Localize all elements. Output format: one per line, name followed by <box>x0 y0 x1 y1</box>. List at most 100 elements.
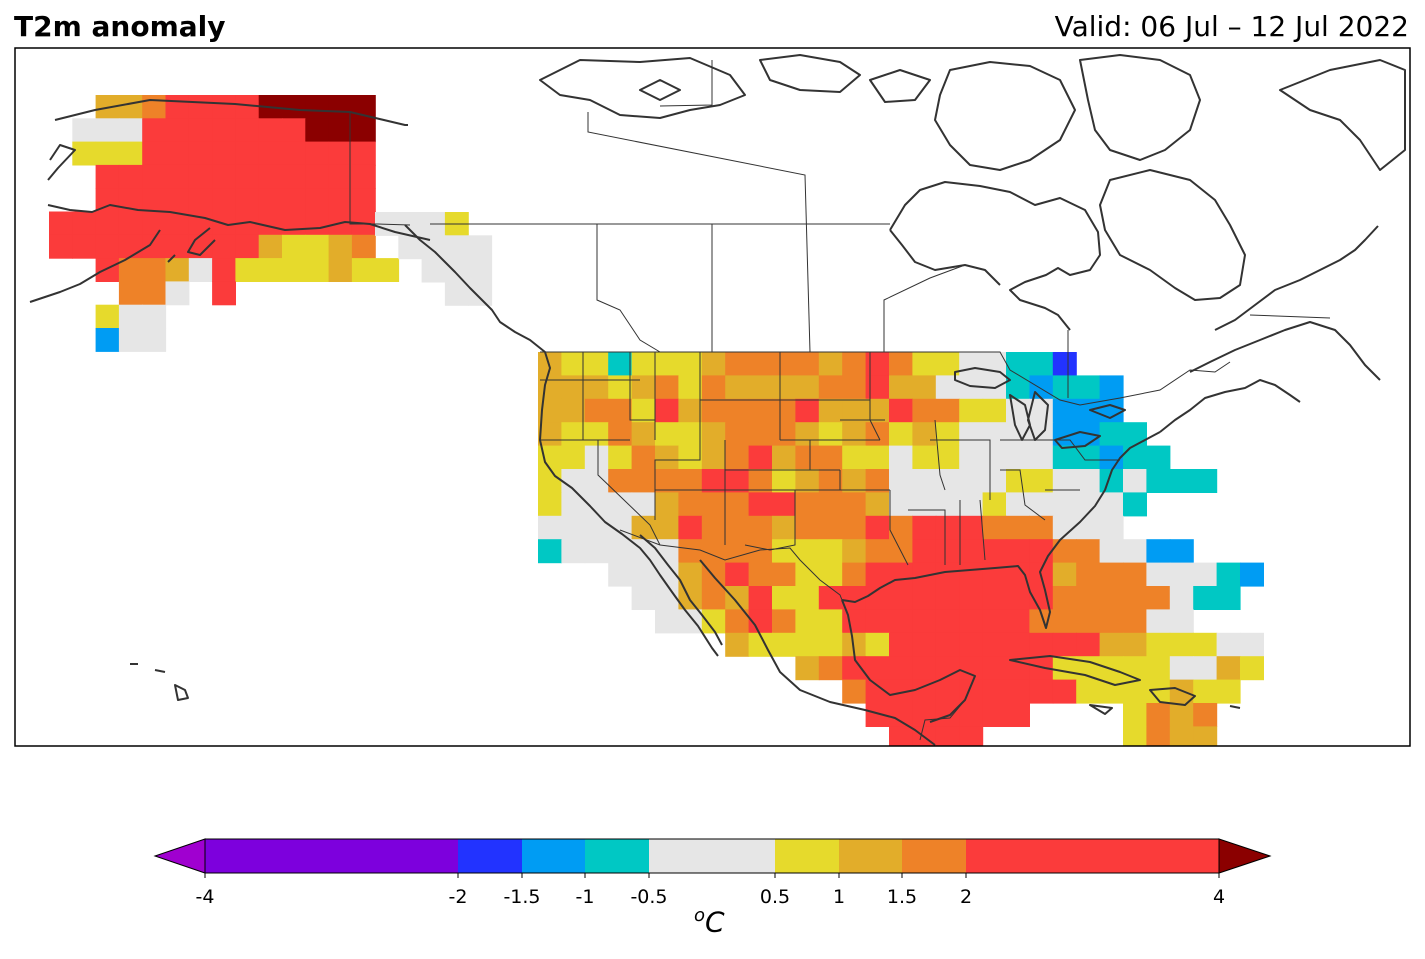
anomaly-cell <box>818 375 843 400</box>
anomaly-cell <box>421 258 446 283</box>
anomaly-cell <box>538 422 562 447</box>
anomaly-cell <box>165 118 190 143</box>
anomaly-cell <box>328 234 353 259</box>
anomaly-cell <box>772 632 796 657</box>
colorbar-tick-label: 2 <box>960 886 972 908</box>
colorbar-tick-label: -4 <box>196 886 215 908</box>
anomaly-cell <box>818 422 843 447</box>
anomaly-cell <box>328 141 353 166</box>
colorbar-bin <box>585 839 649 873</box>
anomaly-cell <box>282 258 306 282</box>
anomaly-cell <box>95 141 120 166</box>
anomaly-cell <box>1006 679 1030 704</box>
anomaly-cell <box>72 141 97 166</box>
anomaly-cell <box>351 141 376 166</box>
anomaly-cell <box>1240 632 1264 657</box>
colorbar-under-triangle <box>153 838 206 874</box>
anomaly-cell <box>305 188 330 213</box>
anomaly-cell <box>982 539 1007 564</box>
anomaly-cell <box>772 492 796 517</box>
anomaly-cell <box>889 469 913 493</box>
anomaly-cell <box>561 515 586 540</box>
caribbean <box>1009 655 1241 715</box>
anomaly-cell <box>118 188 143 213</box>
colorbar-over-triangle <box>1218 838 1272 874</box>
anomaly-cell <box>818 445 843 470</box>
anomaly-cell <box>235 234 260 259</box>
colorbar-tick-label: -0.5 <box>630 886 667 908</box>
anomaly-cell <box>959 632 984 657</box>
anomaly-cell <box>72 211 97 236</box>
anomaly-cell <box>912 445 937 470</box>
anomaly-cell <box>1076 445 1101 470</box>
anomaly-cell <box>561 398 586 423</box>
anomaly-cell <box>1029 539 1054 564</box>
coastlines <box>29 54 1406 746</box>
anomaly-cell <box>1029 632 1054 657</box>
anomaly-cell <box>1076 469 1101 493</box>
anomaly-cell <box>678 422 703 447</box>
anomaly-cell <box>1123 422 1147 447</box>
anomaly-cell <box>818 398 843 423</box>
anomaly-cell <box>678 352 703 376</box>
alaska-coast <box>29 99 431 303</box>
anomaly-cell <box>842 352 867 376</box>
anomaly-cell <box>748 445 773 470</box>
anomaly-cell <box>165 211 190 236</box>
anomaly-cell <box>188 95 213 119</box>
anomaly-cell <box>725 422 750 447</box>
anomaly-cell <box>748 398 773 423</box>
anomaly-cell <box>118 141 143 166</box>
anomaly-cell <box>912 398 937 423</box>
anomaly-cell <box>678 398 703 423</box>
anomaly-cell <box>748 352 773 376</box>
anomaly-cell <box>142 211 167 236</box>
anomaly-cell <box>889 726 913 746</box>
anomaly-cell <box>959 352 984 376</box>
anomaly-cell <box>142 304 167 329</box>
colorbar-tick-label: -1 <box>576 886 595 908</box>
anomaly-cell <box>258 188 283 213</box>
anomaly-cell <box>235 258 260 282</box>
anomaly-cell <box>1123 656 1147 681</box>
anomaly-cell <box>982 656 1007 681</box>
anomaly-cell <box>1123 632 1147 657</box>
anomaly-cell <box>258 234 283 259</box>
anomaly-cell <box>772 539 796 564</box>
anomaly-cell <box>282 118 306 143</box>
anomaly-cell <box>912 469 937 493</box>
anomaly-cell <box>1076 609 1101 634</box>
anomaly-cell <box>188 164 213 189</box>
anomaly-cell <box>1052 562 1077 587</box>
anomaly-cell <box>655 492 679 517</box>
anomaly-cell <box>865 515 890 540</box>
anomaly-cell <box>1006 352 1030 376</box>
anomaly-cell <box>982 609 1007 634</box>
anomaly-cell <box>701 445 726 470</box>
anomaly-cell <box>95 328 120 352</box>
anomaly-cell <box>889 375 913 400</box>
anomaly-cell <box>1099 609 1124 634</box>
anomaly-cell <box>748 492 773 517</box>
map-title: T2m anomaly <box>14 10 226 43</box>
anomaly-cell <box>188 188 213 213</box>
anomaly-cell <box>631 469 656 493</box>
anomaly-cell <box>1076 515 1101 540</box>
anomaly-cell <box>818 656 843 681</box>
anomaly-cell <box>118 304 143 329</box>
anomaly-cell <box>258 118 283 143</box>
colorbar-bin <box>458 839 522 873</box>
anomaly-cell <box>1240 656 1264 681</box>
anomaly-cell <box>1006 515 1030 540</box>
anomaly-cell <box>678 515 703 540</box>
anomaly-cell <box>305 141 330 166</box>
anomaly-cell <box>959 703 984 727</box>
anomaly-cell <box>865 469 890 493</box>
anomaly-cell <box>305 258 330 282</box>
anomaly-cell <box>701 492 726 517</box>
anomaly-cell <box>1240 562 1264 587</box>
anomaly-cell <box>772 445 796 470</box>
anomaly-cell <box>701 469 726 493</box>
anomaly-cell <box>1099 398 1124 423</box>
anomaly-cell <box>118 95 143 119</box>
